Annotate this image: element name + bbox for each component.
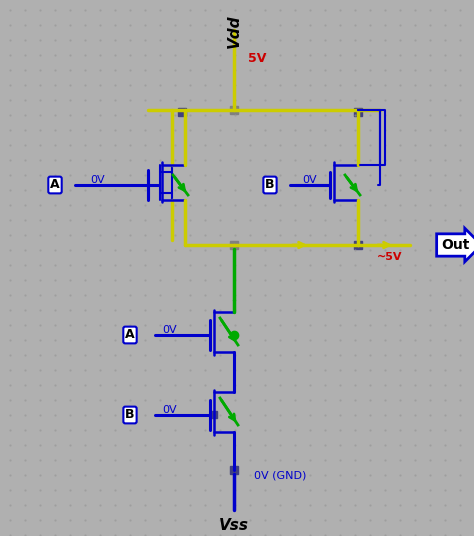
Text: 0V (GND): 0V (GND): [254, 470, 306, 480]
Text: ~5V: ~5V: [377, 252, 403, 262]
Text: B: B: [265, 178, 275, 191]
Text: Vdd: Vdd: [227, 14, 241, 48]
Text: B: B: [125, 408, 135, 421]
Text: 0V: 0V: [91, 175, 105, 185]
Bar: [230, 241, 238, 249]
Text: A: A: [50, 178, 60, 191]
Text: Vss: Vss: [219, 517, 249, 532]
Bar: [230, 106, 238, 114]
Bar: [354, 241, 362, 249]
Text: Out: Out: [441, 238, 469, 252]
Text: 0V: 0V: [163, 405, 177, 415]
Text: 5V: 5V: [248, 51, 266, 64]
Bar: [230, 466, 238, 474]
Bar: [210, 411, 217, 418]
Bar: [354, 108, 362, 116]
Text: 0V: 0V: [163, 325, 177, 335]
Text: A: A: [125, 329, 135, 341]
Text: 0V: 0V: [303, 175, 317, 185]
Bar: [178, 108, 186, 116]
